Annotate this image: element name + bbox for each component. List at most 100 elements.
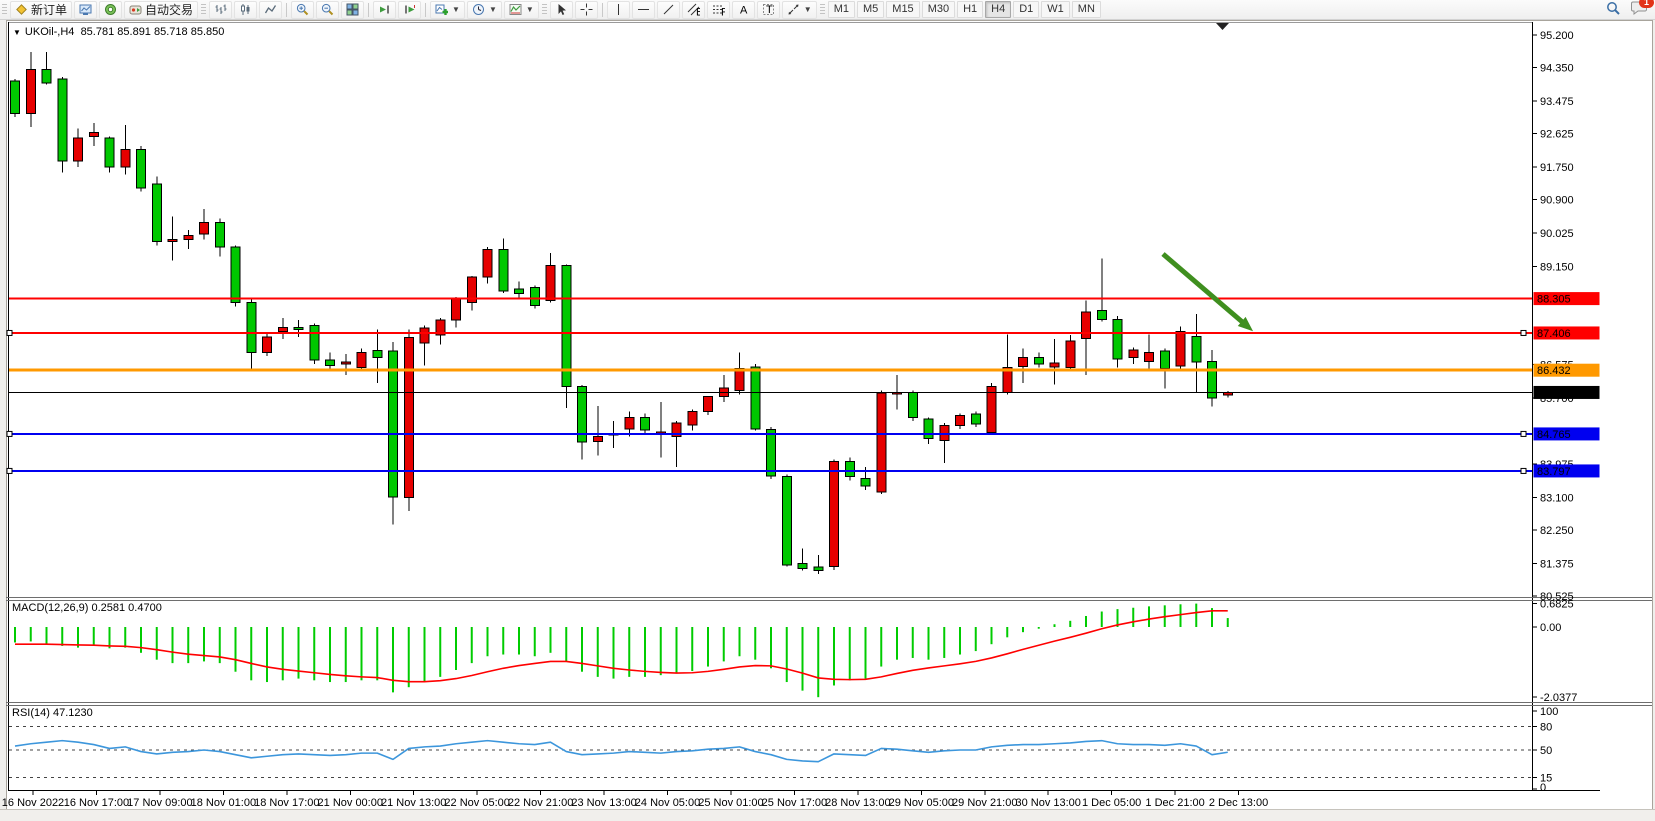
x-axis-label: 1 Dec 05:00 xyxy=(1082,797,1141,809)
candle-body xyxy=(624,416,635,430)
periods-button[interactable]: ▼ xyxy=(466,0,502,19)
line-handle[interactable] xyxy=(6,430,13,437)
toolbar-grip[interactable] xyxy=(2,3,7,16)
candle-body xyxy=(829,461,839,567)
equidistant-channel-button[interactable]: E xyxy=(681,0,705,19)
chart-shift-marker-icon[interactable] xyxy=(1216,23,1229,30)
macd-histogram-bar xyxy=(313,627,316,681)
tab-h4[interactable]: H4 xyxy=(985,1,1012,18)
candle-body xyxy=(797,563,808,570)
zoom-in-button[interactable] xyxy=(291,0,315,19)
vertical-line-button[interactable] xyxy=(606,0,630,19)
x-axis-label: 18 Nov 01:00 xyxy=(191,797,256,809)
text-label-button[interactable]: T xyxy=(756,0,780,19)
templates-button[interactable]: ▼ xyxy=(503,0,539,19)
tab-d1[interactable]: D1 xyxy=(1013,1,1040,18)
macd-histogram-bar xyxy=(108,627,111,649)
macd-histogram-bar xyxy=(45,627,48,644)
tab-m5[interactable]: M5 xyxy=(857,1,885,18)
price-tag-label: 87.406 xyxy=(1537,328,1571,340)
new-order-button[interactable]: 新订单 xyxy=(10,0,73,19)
toolbar-grip[interactable] xyxy=(201,3,207,16)
x-axis-label: 29 Nov 05:00 xyxy=(889,797,954,809)
chat-button[interactable]: 1 xyxy=(1631,0,1654,18)
indicators-button[interactable]: ▼ xyxy=(430,0,465,19)
line-chart-button[interactable] xyxy=(259,0,283,19)
tile-windows-button[interactable] xyxy=(341,0,365,19)
chevron-down-icon: ▼ xyxy=(488,5,497,14)
price-tag xyxy=(1533,385,1600,399)
candle-body xyxy=(1112,318,1123,360)
line-handle[interactable] xyxy=(1520,329,1527,336)
chevron-down-icon: ▼ xyxy=(803,5,812,14)
search-button[interactable] xyxy=(1606,1,1621,19)
macd-signal-line xyxy=(15,610,1228,683)
text-button[interactable]: A xyxy=(731,0,755,19)
rsi-scale-label: 50 xyxy=(1540,745,1552,757)
macd-histogram-bar xyxy=(644,627,646,677)
macd-histogram-bar xyxy=(974,627,977,652)
x-axis-label: 28 Nov 13:00 xyxy=(825,797,890,809)
candle-body xyxy=(1018,356,1028,367)
trend-arrow[interactable] xyxy=(1161,252,1249,328)
line-handle[interactable] xyxy=(1520,467,1527,474)
candle-body xyxy=(545,265,556,301)
line-handle[interactable] xyxy=(1520,430,1527,437)
candlestick-chart-button[interactable] xyxy=(234,0,258,19)
tab-m30[interactable]: M30 xyxy=(921,1,956,18)
macd-histogram-bar xyxy=(628,627,631,677)
price-tag-label: 85.850 xyxy=(1537,387,1571,399)
y-axis-label: 82.250 xyxy=(1540,525,1574,537)
macd-histogram-bar xyxy=(297,627,300,679)
cursor-button[interactable] xyxy=(549,0,573,19)
y-axis-label: 93.475 xyxy=(1540,96,1574,108)
candle-body xyxy=(529,286,540,306)
trend-arrow-head[interactable] xyxy=(1237,316,1254,332)
rsi-line xyxy=(14,739,1228,763)
line-handle[interactable] xyxy=(6,329,13,336)
x-axis-label: 17 Nov 09:00 xyxy=(127,797,192,809)
tab-mn[interactable]: MN xyxy=(1071,1,1101,18)
candle-body xyxy=(388,350,398,498)
candle-body xyxy=(923,418,934,439)
price-tag xyxy=(1533,363,1600,377)
macd-histogram-bar xyxy=(754,627,757,660)
horizontal-line-button[interactable] xyxy=(631,0,655,19)
chart-shift-button[interactable] xyxy=(398,0,422,19)
candle-body xyxy=(876,392,887,493)
macd-histogram-bar xyxy=(864,627,867,679)
macd-histogram-bar xyxy=(896,627,898,660)
autotrading-icon xyxy=(129,3,142,16)
x-axis-label: 25 Nov 17:00 xyxy=(762,797,827,809)
tab-w1[interactable]: W1 xyxy=(1041,1,1070,18)
macd-histogram-bar xyxy=(486,627,489,657)
candle-body xyxy=(246,302,257,353)
signals-button[interactable] xyxy=(99,0,123,19)
fibonacci-button[interactable]: F xyxy=(706,0,730,19)
arrows-button[interactable]: ▼ xyxy=(781,0,817,19)
candle-body xyxy=(10,80,20,114)
chevron-down-icon: ▼ xyxy=(525,5,534,14)
chart-window-button[interactable] xyxy=(74,0,98,19)
line-handle[interactable] xyxy=(6,467,13,474)
bar-chart-button[interactable] xyxy=(209,0,233,19)
toolbar-grip[interactable] xyxy=(819,3,825,16)
chart-menu-caret-icon[interactable]: ▼ xyxy=(13,28,21,37)
tab-h1[interactable]: H1 xyxy=(957,1,984,18)
tab-m1[interactable]: M1 xyxy=(827,1,855,18)
macd-histogram-bar xyxy=(659,627,662,676)
zoom-out-button[interactable] xyxy=(316,0,340,19)
toolbar-grip[interactable] xyxy=(541,3,547,16)
candle-body xyxy=(1081,311,1091,340)
trendline-button[interactable] xyxy=(656,0,680,19)
y-axis-label: 90.025 xyxy=(1540,228,1574,240)
rsi-scale-label: 80 xyxy=(1540,722,1552,734)
macd-histogram-bar xyxy=(943,627,946,658)
notification-badge: 1 xyxy=(1639,0,1654,8)
auto-scroll-button[interactable] xyxy=(373,0,397,19)
autotrading-button[interactable]: 自动交易 xyxy=(124,0,199,19)
tab-m15[interactable]: M15 xyxy=(886,1,920,18)
crosshair-button[interactable] xyxy=(574,0,598,19)
svg-text:F: F xyxy=(721,7,725,17)
